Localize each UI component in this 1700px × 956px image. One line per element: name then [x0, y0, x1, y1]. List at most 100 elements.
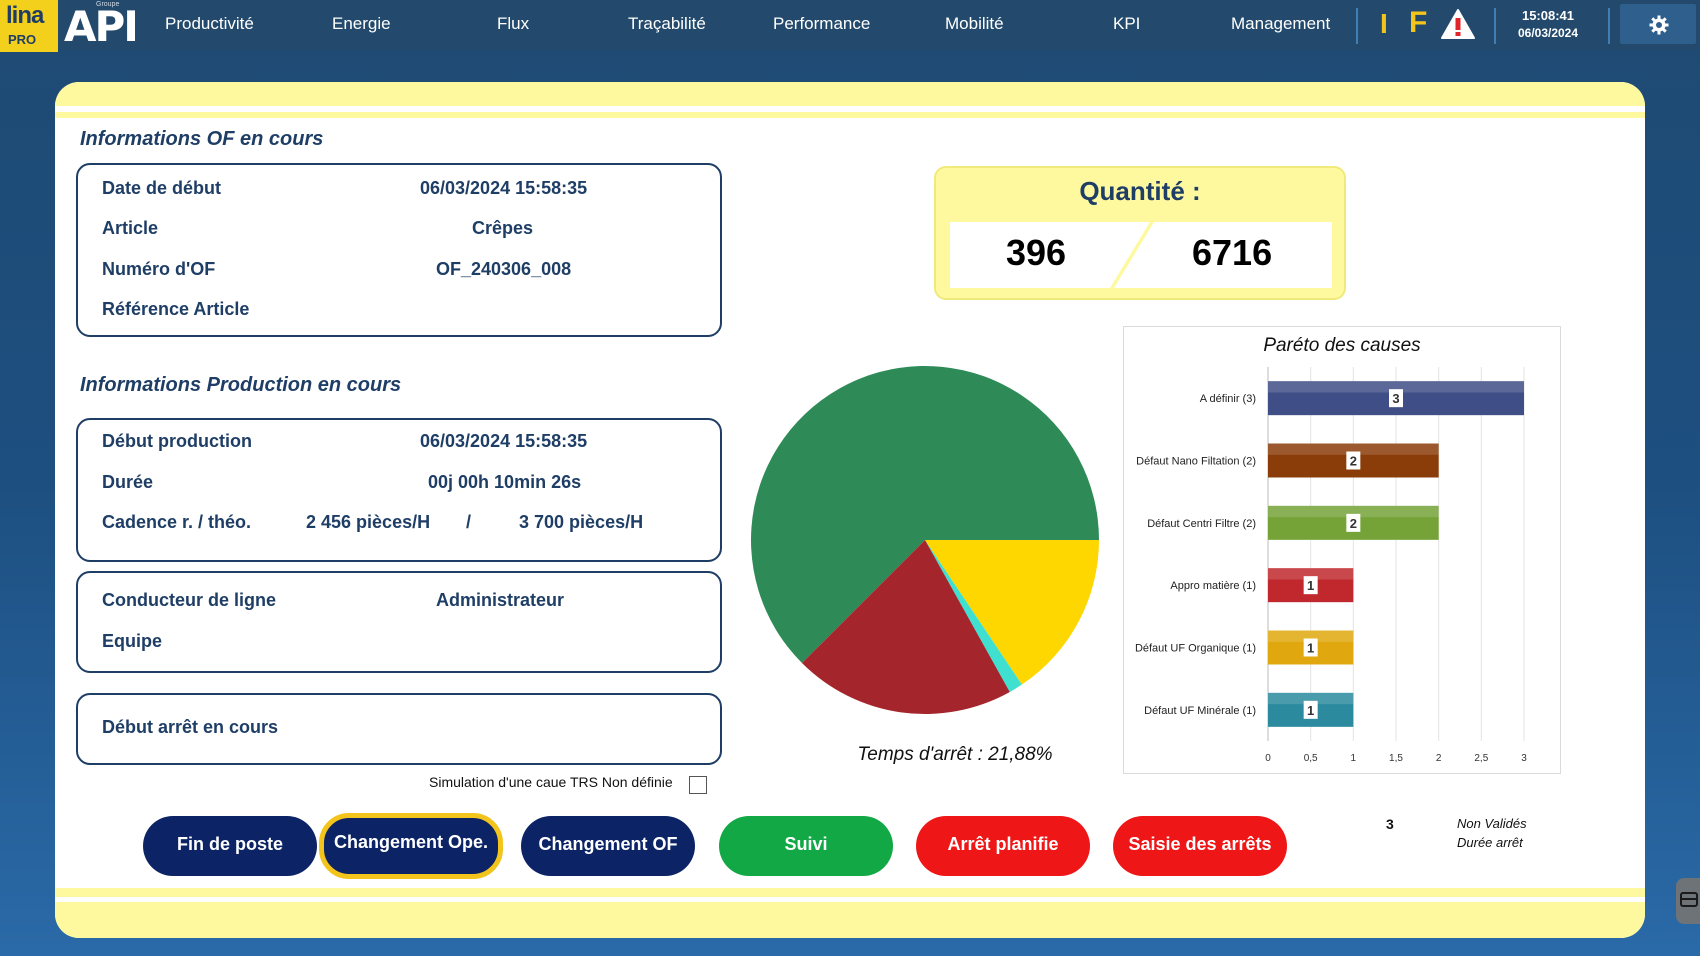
duration-value: 00j 00h 10min 26s [428, 472, 582, 492]
pareto-category-label: Défaut Centri Filtre (2) [1147, 518, 1256, 530]
pareto-category-label: Défaut UF Organique (1) [1135, 643, 1256, 655]
article-value: Crêpes [472, 218, 534, 238]
settings-button[interactable] [1620, 4, 1696, 44]
logo-pro-text: PRO [8, 32, 37, 47]
pareto-value-box [1303, 638, 1318, 657]
pareto-bar-highlight [1268, 692, 1354, 705]
stop-duration-label: Durée arrêt [1457, 835, 1523, 850]
warning-triangle-icon[interactable] [1440, 8, 1476, 45]
pareto-tick-label: 0,5 [1304, 753, 1318, 764]
end-of-shift-button[interactable]: Fin de poste [143, 816, 317, 876]
side-panel-handle[interactable] [1676, 878, 1700, 924]
pareto-value-box [1303, 576, 1318, 595]
bottom-yellow-strip [55, 902, 1645, 938]
pareto-value-box [1303, 700, 1318, 719]
pareto-bar-highlight [1268, 568, 1354, 580]
clock-time: 15:08:41 [1521, 8, 1575, 23]
planned-stop-button[interactable]: Arrêt planifie [916, 816, 1090, 876]
pareto-tick-label: 3 [1521, 753, 1527, 764]
nav-management[interactable]: Management [1231, 14, 1331, 33]
pareto-data-label: 1 [1307, 578, 1314, 593]
lina-pro-logo: lina PRO [0, 0, 58, 52]
simulation-checkbox[interactable] [689, 776, 707, 794]
nav-flux[interactable]: Flux [497, 14, 530, 33]
stop-entry-button[interactable]: Saisie des arrêts [1113, 816, 1287, 876]
pareto-bar-highlight [1268, 505, 1439, 518]
pareto-bar-highlight [1268, 443, 1439, 455]
api-logo: API [64, 2, 139, 51]
clock: 15:08:41 06/03/2024 [1510, 8, 1586, 40]
pareto-category-label: Appro matière (1) [1170, 580, 1256, 592]
top-navigation-bar: lina PRO Groupe API Productivité Energie… [0, 0, 1700, 52]
downtime-pie-chart [751, 366, 1099, 715]
nav-energie[interactable]: Energie [332, 14, 391, 33]
nav-tracabilite[interactable]: Traçabilité [628, 14, 706, 33]
article-reference-label: Référence Article [102, 299, 250, 319]
cadence-label: Cadence r. / théo. [102, 512, 252, 532]
nav-mobilite[interactable]: Mobilité [945, 14, 1004, 33]
pareto-bar-highlight [1268, 630, 1354, 642]
bottom-yellow-line [55, 888, 1645, 897]
nav-productivite[interactable]: Productivité [165, 14, 254, 33]
pie-slice-green [751, 366, 1099, 664]
pareto-data-label: 1 [1307, 641, 1314, 656]
operator-box: Conducteur de ligne Administrateur Equip… [76, 571, 722, 673]
pareto-data-label: 3 [1392, 391, 1399, 406]
nav-performance[interactable]: Performance [773, 14, 871, 33]
clock-separator-right [1608, 8, 1610, 44]
pie-slice-cyan [925, 540, 1022, 692]
gear-icon [1649, 15, 1669, 35]
of-info-box: Date de début 06/03/2024 15:58:35 Articl… [76, 163, 722, 337]
unvalidated-count: 3 [1386, 816, 1394, 832]
pareto-data-label: 2 [1350, 454, 1357, 469]
current-stop-box: Début arrêt en cours [76, 693, 722, 765]
pareto-chart: Paréto des causes 0 0,5 1 1,5 2 2,5 3 A définir… [1123, 326, 1561, 774]
pareto-data-label: 2 [1350, 516, 1357, 531]
tracking-button[interactable]: Suivi [719, 816, 893, 876]
cadence-theoretical-value: 3 700 pièces/H [519, 512, 644, 532]
main-panel: Informations OF en cours Date de début 0… [55, 82, 1645, 938]
indicator-f[interactable]: F [1409, 6, 1428, 39]
pie-slice-red [801, 540, 1010, 715]
pareto-tick-label: 1,5 [1389, 753, 1403, 764]
duration-label: Durée [102, 472, 154, 492]
top-yellow-line [55, 112, 1645, 118]
pareto-tick-label: 0 [1265, 753, 1271, 764]
quantity-target: 6716 [1192, 232, 1273, 273]
logo-lina-text: lina [6, 2, 44, 29]
nav-kpi[interactable]: KPI [1113, 14, 1141, 33]
unvalidated-label: Non Validés [1457, 816, 1527, 831]
pareto-value-box [1389, 389, 1403, 408]
current-stop-label: Début arrêt en cours [102, 717, 279, 737]
change-of-button[interactable]: Changement OF [521, 816, 695, 876]
simulation-label: Simulation d'une caue TRS Non définie [429, 774, 673, 790]
pareto-value-box [1346, 513, 1361, 532]
pareto-data-label: 1 [1307, 703, 1314, 718]
pie-slice-yellow [925, 540, 1099, 685]
production-start-label: Début production [102, 431, 252, 451]
of-number-label: Numéro d'OF [102, 259, 216, 279]
quantity-values: 396 6716 [950, 222, 1332, 288]
article-label: Article [102, 218, 159, 238]
quantity-title: Quantité : [1079, 176, 1201, 206]
pareto-bar-highlight [1268, 381, 1524, 393]
pareto-category-label: Défaut UF Minérale (1) [1144, 705, 1256, 717]
line-driver-value: Administrateur [436, 590, 565, 610]
pareto-category-label: Défaut Nano Filtation (2) [1136, 456, 1256, 468]
menu-separator [1356, 8, 1358, 44]
of-start-date-label: Date de début [102, 178, 222, 198]
pareto-plot: 0 0,5 1 1,5 2 2,5 3 A définir (3) 3 Défaut Nano F… [1135, 367, 1527, 764]
production-info-box: Début production 06/03/2024 15:58:35 Dur… [76, 418, 722, 562]
pareto-category-label: A définir (3) [1200, 393, 1256, 405]
of-start-date-value: 06/03/2024 15:58:35 [420, 178, 588, 198]
clock-separator-left [1494, 8, 1496, 44]
quantity-produced: 396 [1006, 232, 1067, 273]
pareto-tick-label: 1 [1351, 753, 1357, 764]
cadence-separator: / [466, 512, 472, 532]
production-start-value: 06/03/2024 15:58:35 [420, 431, 588, 451]
pareto-tick-label: 2 [1436, 753, 1442, 764]
quantity-box: Quantité : 396 6716 [934, 166, 1346, 300]
change-operator-button[interactable]: Changement Ope. [319, 813, 503, 879]
indicator-i[interactable]: I [1380, 8, 1388, 39]
logo-groupe-text: Groupe [96, 1, 120, 8]
